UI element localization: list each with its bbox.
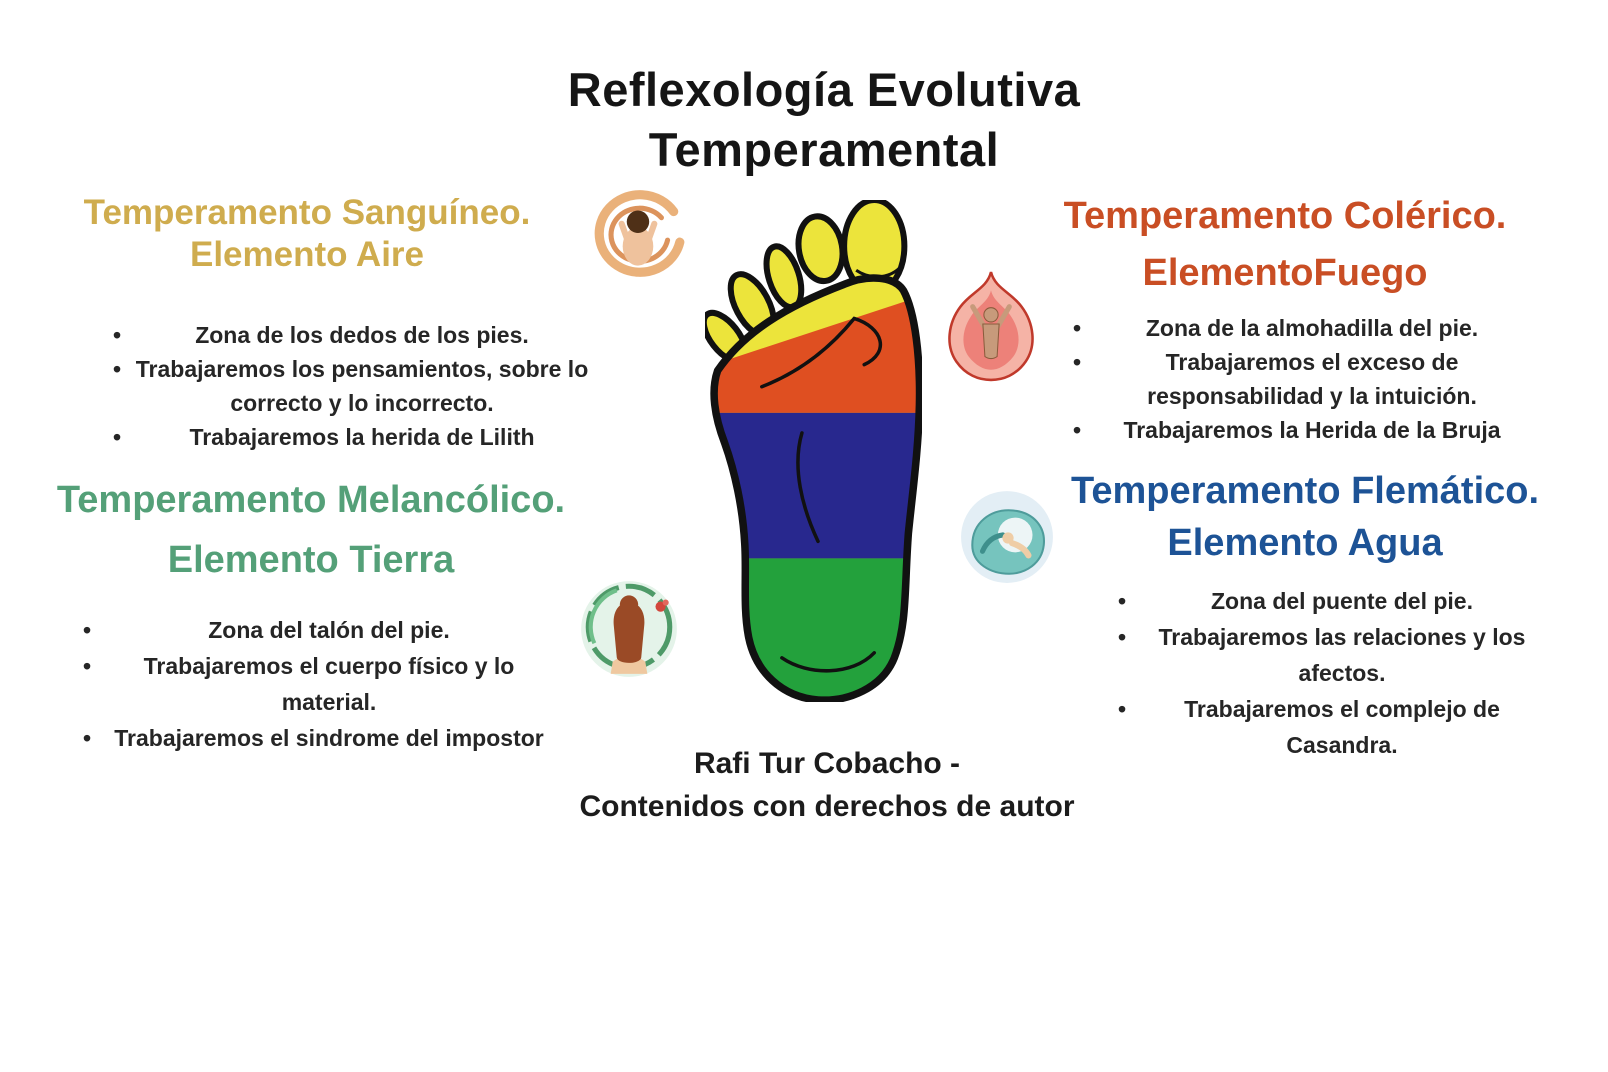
heading-sanguineo: Temperamento Sanguíneo. Elemento Aire — [83, 193, 531, 274]
bullet-dot: • — [1072, 417, 1082, 443]
list-item-text: Zona del puente del pie. — [1211, 588, 1473, 614]
bullet-list-colerico: • Zona de la almohadilla del pie. • Trab… — [1060, 311, 1530, 447]
heading-colerico: Temperamento Colérico. ElementoFuego — [1063, 195, 1507, 294]
earth-wreath-figure-icon — [576, 572, 682, 682]
list-item-text: Zona del talón del pie. — [208, 617, 450, 643]
list-item: • Trabajaremos el sindrome del impostor — [70, 720, 554, 756]
list-item-text: Zona de la almohadilla del pie. — [1145, 315, 1479, 341]
bullet-dot: • — [82, 653, 92, 679]
foot-outline — [710, 274, 922, 702]
list-item-text: Trabajaremos la Herida de la Bruja — [1123, 417, 1501, 443]
bullet-dot: • — [82, 617, 92, 643]
list-item: • Trabajaremos los pensamientos, sobre l… — [100, 352, 590, 420]
list-item-text: Trabajaremos los pensamientos, sobre lo … — [135, 356, 589, 416]
bullet-dot: • — [1072, 315, 1082, 341]
bullet-dot: • — [82, 725, 92, 751]
list-item: • Zona de los dedos de los pies. — [100, 318, 590, 352]
bullet-dot: • — [112, 356, 122, 382]
list-item: • Trabajaremos las relaciones y los afec… — [1105, 619, 1545, 691]
list-item-text: Trabajaremos el exceso de responsabilida… — [1147, 349, 1477, 409]
list-item-text: Trabajaremos la herida de Lilith — [189, 424, 535, 450]
bullet-dot: • — [112, 322, 122, 348]
page-title: Reflexología Evolutiva Temperamental — [567, 63, 1081, 176]
list-item-text: Trabajaremos el cuerpo físico y lo mater… — [143, 653, 515, 715]
bullet-dot: • — [112, 424, 122, 450]
heading-flematico: Temperamento Flemático. Elemento Agua — [1070, 470, 1540, 564]
author-credit: Rafi Tur Cobacho - Contenidos con derech… — [579, 747, 1075, 823]
heading-melancolico: Temperamento Melancólico. Elemento Tierr… — [56, 479, 566, 581]
air-swirl-figure-icon — [575, 183, 703, 285]
bullet-list-melancolico: • Zona del talón del pie. • Trabajaremos… — [70, 612, 554, 756]
list-item-text: Zona de los dedos de los pies. — [195, 322, 529, 348]
water-wave-figure-icon — [958, 488, 1056, 586]
list-item: • Trabajaremos la Herida de la Bruja — [1060, 413, 1530, 447]
fire-flame-figure-icon — [936, 268, 1046, 384]
foot-reflexology-diagram — [705, 200, 922, 702]
sole-crease-lines — [760, 316, 883, 673]
list-item: • Zona del puente del pie. — [1105, 583, 1545, 619]
bullet-dot: • — [1117, 588, 1127, 614]
list-item: • Trabajaremos el complejo de Casandra. — [1105, 691, 1545, 763]
foot-arch-zone — [714, 412, 920, 559]
foot-heel-zone — [714, 558, 920, 701]
list-item-text: Trabajaremos el complejo de Casandra. — [1184, 696, 1500, 758]
list-item-text: Trabajaremos el sindrome del impostor — [114, 725, 544, 751]
list-item: • Trabajaremos el cuerpo físico y lo mat… — [70, 648, 554, 720]
bullet-dot: • — [1117, 696, 1127, 722]
list-item: • Trabajaremos la herida de Lilith — [100, 420, 590, 454]
foot-ball-zone — [714, 294, 920, 413]
list-item: • Trabajaremos el exceso de responsabili… — [1060, 345, 1530, 413]
list-item: • Zona de la almohadilla del pie. — [1060, 311, 1530, 345]
second-toe — [795, 213, 846, 285]
bullet-list-flematico: • Zona del puente del pie. • Trabajaremo… — [1105, 583, 1545, 763]
bullet-list-sanguineo: • Zona de los dedos de los pies. • Traba… — [100, 318, 590, 454]
bullet-dot: • — [1117, 624, 1127, 650]
list-item-text: Trabajaremos las relaciones y los afecto… — [1158, 624, 1526, 686]
list-item: • Zona del talón del pie. — [70, 612, 554, 648]
bullet-dot: • — [1072, 349, 1082, 375]
